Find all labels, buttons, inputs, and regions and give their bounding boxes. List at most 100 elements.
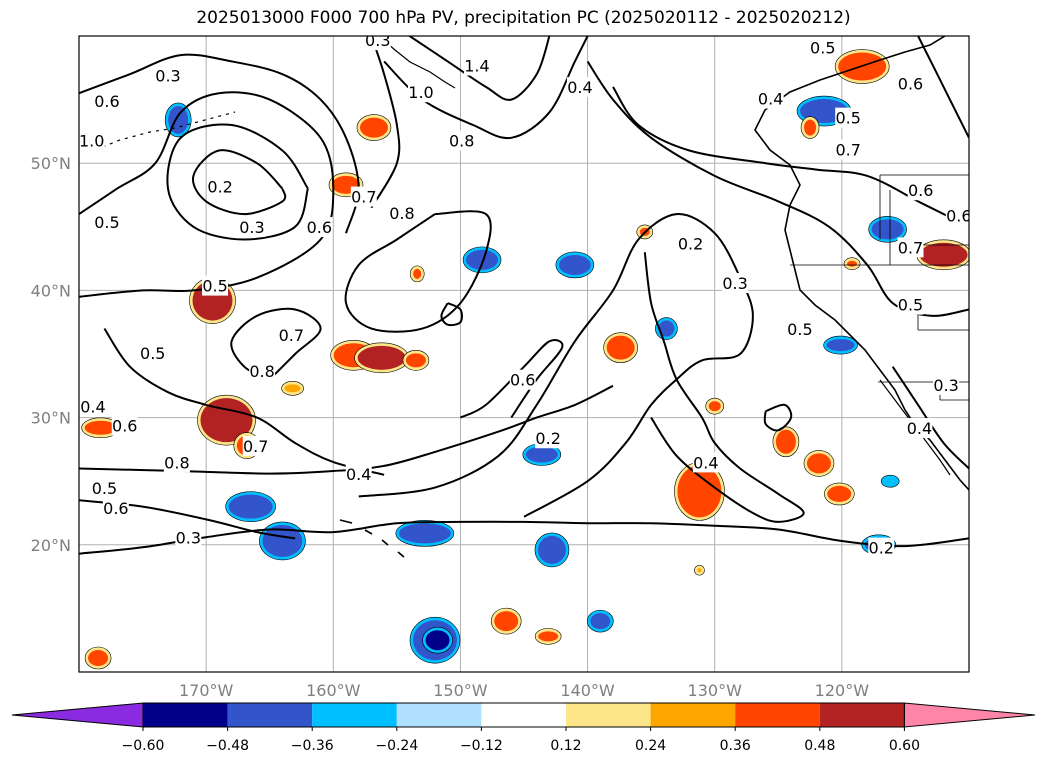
pv-contour-0-4-loop: [643, 252, 805, 523]
contour-label-bg: [692, 452, 719, 473]
pv-contour-label: 0.7: [243, 437, 268, 456]
pv-contour-small-ring: [763, 403, 793, 432]
contour-label-bg: [897, 294, 924, 315]
contour-label-bg: [835, 139, 862, 160]
pv-contour-label: 0.5: [92, 479, 117, 498]
lon-tick-label: 170°W: [179, 681, 234, 700]
pv-contour-label: 0.8: [389, 204, 414, 223]
contour-label-bg: [388, 203, 415, 224]
pv-contour-0-8-mid: [344, 210, 492, 333]
contour-label-bg: [868, 537, 895, 558]
axis-tick-labels: 170°W 160°W 150°W 140°W 130°W 120°W 50°N 40°N 30…: [31, 154, 870, 700]
contour-label-bg: [79, 130, 105, 151]
contour-label-bg: [350, 186, 377, 207]
precip-blob-negative: [826, 339, 855, 352]
alaska-peninsula: [378, 36, 456, 89]
contour-label-bg: [809, 37, 836, 58]
pv-contour-0-3-south: [79, 520, 969, 555]
pv-contour-1-4: [409, 36, 551, 101]
contour-label-bg: [242, 435, 269, 456]
colorbar: −0.60 −0.48 −0.36 −0.24 −0.12 0.12 0.24 0.36 0.4…: [11, 702, 1036, 754]
pv-contour-label: 0.5: [140, 344, 165, 363]
hawaiian-islands: [339, 519, 405, 558]
pv-contour-0-6-sw: [103, 328, 385, 476]
pv-contour-label: 0.6: [307, 218, 332, 237]
contour-label-bg: [786, 318, 813, 339]
pv-contour-label: 0.3: [933, 376, 958, 395]
pv-contour-label: 0.6: [112, 417, 137, 436]
contour-label-bg: [933, 374, 960, 395]
pv-contour-0-3-northpac: [166, 123, 309, 241]
north-america-coastline: [754, 36, 969, 491]
precip-blob-core: [370, 352, 393, 364]
precip-blob-positive: [827, 485, 852, 502]
contour-label-bg: [509, 369, 536, 390]
lon-tick-label: 160°W: [306, 681, 361, 700]
contour-label-bg: [566, 77, 593, 98]
pv-contour-label: 0.7: [351, 188, 376, 207]
pv-contour-0-8-ring: [230, 307, 322, 381]
pv-contour-label: 0.6: [898, 74, 923, 93]
contour-label-bg: [906, 418, 933, 439]
pv-contour-label: 0.2: [678, 235, 703, 254]
precip-blob-positive: [677, 465, 722, 518]
contour-label-bg: [364, 36, 391, 51]
precip-blob-negative: [466, 249, 499, 270]
colorbar-tick-label: 0.48: [804, 738, 835, 754]
pv-contour-label: 0.3: [239, 218, 264, 237]
precip-blob-negative: [398, 523, 451, 544]
pv-contour-0-7-ring: [370, 36, 401, 209]
pv-contour-label: 0.8: [449, 132, 474, 151]
pv-contour-label: 0.8: [164, 453, 189, 472]
precip-blob-positive: [697, 568, 702, 573]
precip-blob-positive: [538, 631, 559, 642]
pv-contour-label: 0.2: [869, 539, 894, 558]
colorbar-tick-label: −0.12: [460, 738, 503, 754]
precip-blob-positive: [775, 429, 796, 454]
pv-contour-label: 0.7: [835, 140, 860, 159]
pv-contour-label: 0.3: [176, 528, 201, 547]
precip-blob-negative: [228, 494, 273, 519]
contour-label-bg: [249, 360, 276, 381]
pv-contour-label: 0.5: [898, 296, 923, 315]
precip-blob-negative: [658, 320, 675, 337]
precip-blob-positive: [806, 453, 831, 474]
colorbar-tick-label: −0.36: [291, 738, 334, 754]
pv-contour-labels: 0.3 0.3 0.6 1.0 0.5 0.2 0.3 0.6 0.7 0.8 0.8 1.4 1.0 0…: [79, 31, 969, 558]
contour-label-bg: [897, 73, 924, 94]
pv-contour-label: 0.4: [758, 90, 783, 109]
precip-blob-positive: [284, 384, 301, 393]
pv-contour-0-4-ne: [917, 36, 969, 139]
pv-contour-label: 0.7: [279, 326, 304, 345]
precip-blob-negative: [590, 613, 611, 630]
contour-label-bg: [111, 415, 138, 436]
colorbar-tick-label: 0.24: [635, 738, 666, 754]
pv-contour-label: 0.6: [510, 371, 535, 390]
colorbar-segment: [566, 703, 651, 727]
pv-contour-0-2-northpac: [192, 149, 287, 216]
pv-contour-label: 0.6: [908, 181, 933, 200]
contour-label-bg: [93, 211, 120, 232]
pv-contour-label: 0.5: [787, 320, 812, 339]
pv-contour-0-5-loop: [440, 302, 463, 327]
contour-label-bg: [91, 477, 118, 498]
colorbar-tick-label: −0.60: [122, 738, 165, 754]
precip-blob-core: [932, 249, 955, 261]
pv-contour-label: 0.8: [249, 362, 274, 381]
colorbar-tick-label: −0.48: [206, 738, 249, 754]
colorbar-segment: [312, 703, 397, 727]
precip-blob-core: [214, 410, 239, 431]
colorbar-tick-label: 0.12: [550, 738, 581, 754]
pv-contour-label: 0.3: [365, 31, 390, 50]
pv-contour-label: 0.4: [693, 453, 718, 472]
contour-label-bg: [535, 428, 562, 449]
contour-label-bg: [155, 65, 181, 86]
contour-label-bg: [897, 237, 924, 258]
colorbar-extend-high: [903, 702, 1036, 728]
precip-blob-positive: [708, 401, 721, 412]
contour-label-bg: [102, 498, 129, 519]
lon-tick-label: 120°W: [815, 681, 870, 700]
colorbar-tick-label: −0.24: [375, 738, 418, 754]
pv-contour-0-4-band: [79, 384, 614, 475]
pv-contour-label: 0.5: [835, 109, 860, 128]
